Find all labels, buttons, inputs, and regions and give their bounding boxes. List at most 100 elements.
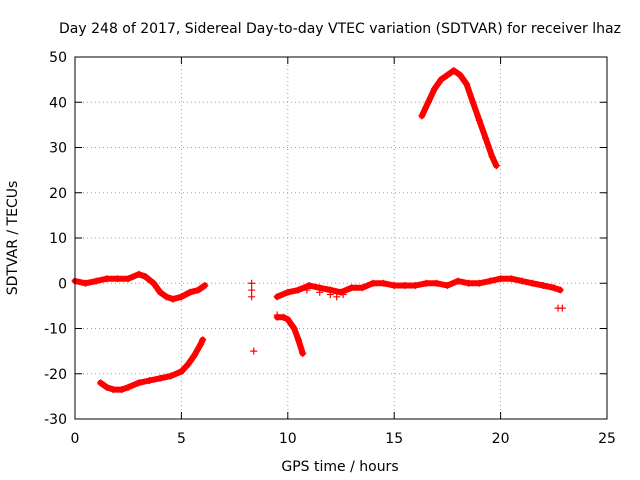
- data-point: [518, 277, 526, 285]
- y-tick-label: 20: [49, 186, 67, 202]
- series-line: [418, 67, 500, 169]
- data-point: [456, 71, 464, 79]
- data-point: [109, 386, 117, 394]
- data-point: [507, 275, 515, 283]
- data-point: [380, 279, 388, 287]
- data-point: [539, 282, 547, 290]
- data-point: [418, 112, 426, 120]
- y-tick-label: 10: [49, 231, 67, 247]
- x-tick-label: 5: [177, 431, 186, 447]
- data-point: [135, 379, 143, 387]
- series-5: [418, 67, 500, 170]
- data-point: [124, 275, 132, 283]
- data-point: [339, 291, 347, 299]
- data-point: [197, 340, 205, 348]
- grid: [75, 57, 607, 419]
- data-point: [186, 288, 194, 296]
- series-line: [274, 275, 564, 300]
- data-point: [443, 71, 451, 79]
- data-point: [558, 304, 566, 312]
- data-point: [118, 386, 126, 394]
- data-point: [284, 315, 292, 323]
- data-point: [290, 325, 298, 332]
- data-point: [190, 352, 198, 360]
- data-point: [475, 116, 483, 124]
- y-tick-label: 50: [49, 50, 67, 66]
- data-point: [280, 313, 288, 321]
- data-point: [316, 288, 324, 296]
- data-point: [194, 286, 202, 294]
- data-point: [529, 279, 537, 287]
- data-point: [124, 383, 132, 391]
- data-point: [199, 336, 207, 344]
- data-point: [92, 277, 100, 285]
- data-point: [348, 284, 356, 292]
- data-point: [145, 377, 153, 385]
- data-point: [248, 279, 256, 287]
- data-point: [201, 282, 209, 290]
- y-tick-label: -30: [44, 412, 67, 428]
- x-tick-label: 25: [598, 431, 616, 447]
- data-point: [450, 67, 458, 75]
- x-tick-label: 15: [385, 431, 403, 447]
- x-axis-label: GPS time / hours: [281, 459, 398, 475]
- data-point: [177, 293, 185, 301]
- series-4: [273, 275, 564, 301]
- series-2: [97, 336, 207, 394]
- data-point: [497, 275, 505, 283]
- y-tick-label: 0: [58, 276, 67, 292]
- data-point: [550, 284, 558, 292]
- x-tick-label: 20: [492, 431, 510, 447]
- data-point: [141, 272, 149, 280]
- y-axis-label: SDTVAR / TECUs: [5, 181, 21, 296]
- data-point: [284, 288, 292, 296]
- data-point: [469, 98, 477, 106]
- data-point: [437, 76, 445, 84]
- data-point: [169, 295, 177, 303]
- data-point: [184, 361, 192, 369]
- data-point: [431, 85, 439, 93]
- data-point: [248, 293, 256, 301]
- data-point: [443, 282, 451, 290]
- data-point: [156, 374, 164, 382]
- data-point: [294, 286, 302, 294]
- data-point: [492, 162, 500, 170]
- data-point: [390, 282, 398, 290]
- data-point: [299, 349, 307, 357]
- data-point: [454, 277, 462, 285]
- data-point: [424, 98, 432, 106]
- data-point: [103, 275, 111, 283]
- data-point: [273, 311, 281, 319]
- x-tick-label: 0: [71, 431, 80, 447]
- data-point: [475, 279, 483, 287]
- data-point: [482, 134, 490, 142]
- data-point: [556, 286, 564, 294]
- data-point: [463, 80, 471, 88]
- data-point: [294, 336, 302, 344]
- series-3: [273, 313, 307, 357]
- data-point: [369, 279, 377, 287]
- data-point: [156, 288, 164, 296]
- data-point: [326, 291, 334, 299]
- x-tick-label: 10: [279, 431, 297, 447]
- data-point: [333, 293, 341, 301]
- data-point: [135, 270, 143, 278]
- data-point: [250, 347, 258, 355]
- series-1: [71, 270, 209, 303]
- data-point: [433, 279, 441, 287]
- data-point: [163, 293, 171, 301]
- data-point: [401, 282, 409, 290]
- data-point: [103, 383, 111, 391]
- data-point: [248, 286, 256, 294]
- data-point: [82, 279, 90, 287]
- data-point: [114, 275, 122, 283]
- tick-labels: 0 5 10 15 20 25 -30 -20 -10 0 10 20 30 40 50: [44, 50, 616, 447]
- y-tick-label: -10: [44, 322, 67, 338]
- data-point: [422, 279, 430, 287]
- y-tick-label: -20: [44, 367, 67, 383]
- data-point: [488, 153, 496, 161]
- data-point: [303, 286, 311, 294]
- y-tick-label: 40: [49, 95, 67, 111]
- chart-title: Day 248 of 2017, Sidereal Day-to-day VTE…: [59, 21, 621, 37]
